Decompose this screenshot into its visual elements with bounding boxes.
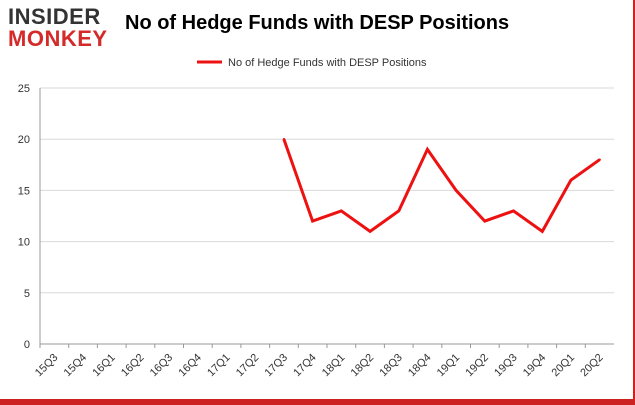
data-point-18Q1 (340, 209, 343, 213)
x-tick-label-19Q1: 19Q1 (435, 352, 463, 380)
x-tick-label-19Q2: 19Q2 (463, 352, 491, 380)
y-tick-label-10: 10 (18, 237, 30, 249)
legend-label: No of Hedge Funds with DESP Positions (228, 57, 427, 69)
insider-monkey-logo: INSIDER MONKEY (8, 6, 120, 52)
data-point-17Q3 (282, 138, 286, 141)
data-point-17Q4 (311, 219, 314, 223)
x-tick-label-17Q4: 17Q4 (291, 352, 319, 380)
x-tick-label-19Q4: 19Q4 (521, 352, 549, 380)
x-tick-label-20Q1: 20Q1 (550, 352, 578, 380)
y-tick-label-0: 0 (24, 339, 30, 351)
y-tick-label-20: 20 (18, 134, 30, 146)
x-tick-label-18Q2: 18Q2 (349, 352, 377, 380)
data-point-18Q3 (397, 209, 400, 213)
x-tick-label-20Q2: 20Q2 (578, 352, 606, 380)
data-point-19Q1 (454, 189, 458, 192)
x-tick-label-16Q3: 16Q3 (148, 352, 176, 380)
data-point-19Q4 (541, 230, 544, 233)
x-tick-label-17Q3: 17Q3 (263, 352, 291, 380)
y-tick-label-15: 15 (18, 185, 30, 197)
data-point-19Q3 (512, 209, 515, 213)
x-tick-label-16Q4: 16Q4 (176, 352, 204, 380)
x-tick-label-18Q3: 18Q3 (377, 352, 405, 380)
y-tick-label-25: 25 (18, 83, 30, 95)
data-point-20Q1 (569, 178, 573, 182)
x-tick-label-15Q3: 15Q3 (33, 352, 61, 380)
data-point-18Q4 (426, 148, 429, 151)
chart-title: No of Hedge Funds with DESP Positions (125, 12, 510, 34)
data-point-20Q2 (598, 158, 601, 161)
x-tick-label-16Q1: 16Q1 (90, 352, 118, 380)
x-tick-label-18Q1: 18Q1 (320, 352, 348, 380)
x-tick-label-19Q3: 19Q3 (492, 352, 520, 380)
data-point-18Q2 (368, 230, 372, 233)
logo-line-1: INSIDER (8, 4, 101, 29)
logo-line-2: MONKEY (8, 26, 108, 51)
x-tick-label-18Q4: 18Q4 (406, 352, 434, 380)
y-tick-label-5: 5 (24, 288, 30, 300)
x-tick-label-16Q2: 16Q2 (119, 352, 147, 380)
x-tick-label-17Q1: 17Q1 (205, 352, 233, 380)
series-line-0 (282, 138, 601, 234)
data-point-19Q2 (483, 219, 487, 223)
x-tick-label-15Q4: 15Q4 (62, 352, 90, 380)
x-tick-label-17Q2: 17Q2 (234, 352, 262, 380)
